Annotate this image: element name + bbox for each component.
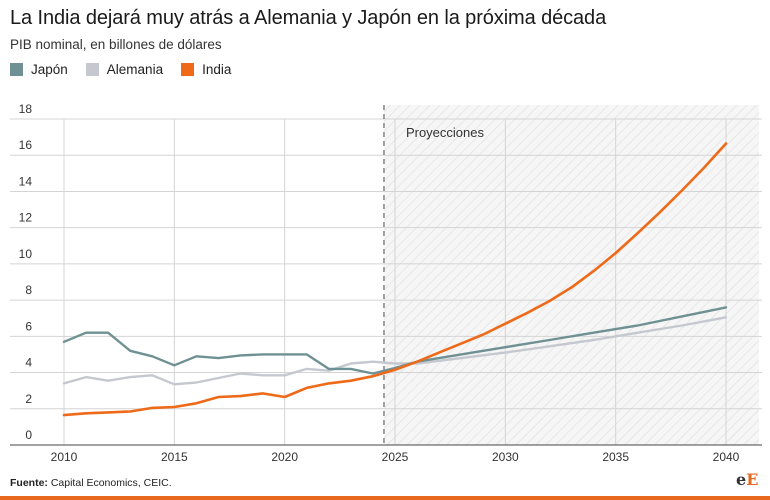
y-tick-label: 8 [25,283,32,297]
series-line-alemania [62,316,728,386]
y-tick-label: 6 [25,319,32,333]
legend-swatch-alemania [85,63,99,76]
x-tick-label: 2010 [51,450,78,464]
legend-item-japon: Japón [10,62,68,77]
x-tick-label: 2025 [382,450,409,464]
legend-item-alemania: Alemania [85,62,164,77]
chart-title: La India dejará muy atrás a Alemania y J… [10,7,607,29]
y-tick-label: 2 [25,392,32,406]
y-tick-label: 16 [19,138,33,152]
x-tick-label: 2040 [713,450,740,464]
y-tick-label: 12 [19,211,33,225]
legend: Japón Alemania India [10,62,249,77]
legend-swatch-japon [10,63,23,76]
source-text: Capital Economics, CEIC. [47,477,172,489]
legend-item-india: India [181,62,231,77]
legend-swatch-india [181,63,195,76]
logo-part-1: e [736,470,747,489]
y-tick-label: 0 [25,428,32,442]
x-tick-label: 2030 [492,450,519,464]
legend-label-india: India [202,62,232,77]
y-tick-label: 10 [19,247,33,261]
x-tick-label: 2015 [161,450,188,464]
legend-label-japon: Japón [31,62,68,77]
y-tick-label: 18 [19,102,33,116]
line-chart: 0 2 4 6 8 10 12 14 16 18 2010 2015 2020 2025 2030 2035 2… [10,102,762,464]
source-label: Fuente: [10,477,48,489]
y-tick-label: 14 [19,174,33,188]
bottom-rule [0,496,770,500]
series-line-japon [62,306,728,375]
chart-subtitle: PIB nominal, en billones de dólares [10,37,222,52]
x-tick-label: 2020 [271,450,298,464]
x-tick-label: 2035 [602,450,629,464]
publisher-logo: eE [736,470,758,492]
projection-label: Proyecciones [406,125,485,140]
logo-part-2: E [746,470,759,489]
projection-band [383,105,760,445]
y-tick-label: 4 [25,356,32,370]
series-line-india [62,142,728,417]
legend-label-alemania: Alemania [106,62,164,77]
source-note: Fuente: Capital Economics, CEIC. [10,477,172,489]
